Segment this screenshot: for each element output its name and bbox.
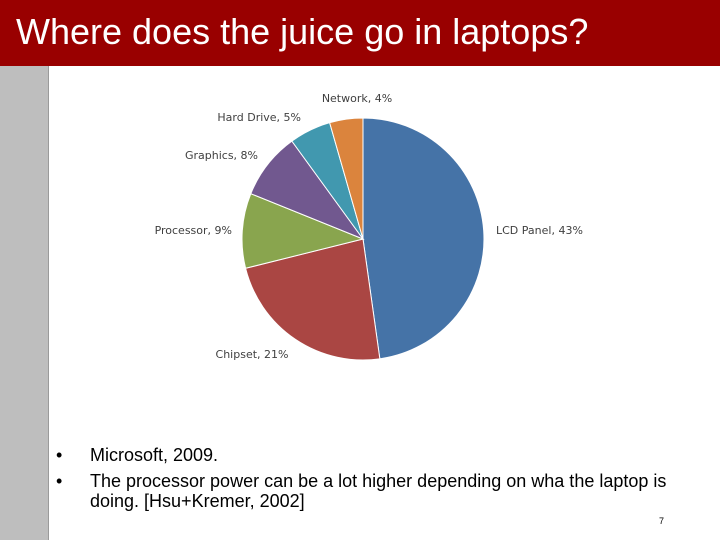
bullet-item: • The processor power can be a lot highe… bbox=[56, 471, 676, 511]
slide-number: 7 bbox=[659, 516, 665, 526]
title-bar: Where does the juice go in laptops? bbox=[0, 0, 720, 66]
pie-label-chipset: Chipset, 21% bbox=[216, 348, 289, 361]
bullet-text: Microsoft, 2009. bbox=[90, 445, 219, 465]
bullet-item: • Microsoft, 2009. bbox=[56, 445, 676, 465]
pie-label-hard-drive: Hard Drive, 5% bbox=[217, 111, 301, 124]
pie-slice-chipset bbox=[244, 238, 381, 361]
pie-slice-lcd-panel bbox=[362, 117, 485, 360]
pie-label-graphics: Graphics, 8% bbox=[185, 149, 258, 162]
pie-label-lcd-panel: LCD Panel, 43% bbox=[496, 224, 583, 237]
pie-slice-processor bbox=[241, 193, 365, 269]
pie-label-network: Network, 4% bbox=[322, 92, 392, 105]
bullet-text: The processor power can be a lot higher … bbox=[90, 471, 667, 511]
bullet-marker: • bbox=[56, 445, 63, 465]
pie-label-processor: Processor, 9% bbox=[155, 224, 232, 237]
slide-title: Where does the juice go in laptops? bbox=[16, 11, 589, 52]
bullet-marker: • bbox=[56, 471, 63, 491]
pie-slice-network bbox=[329, 117, 364, 240]
left-accent-bar bbox=[0, 66, 49, 540]
bullet-list: • Microsoft, 2009. • The processor power… bbox=[56, 445, 676, 517]
